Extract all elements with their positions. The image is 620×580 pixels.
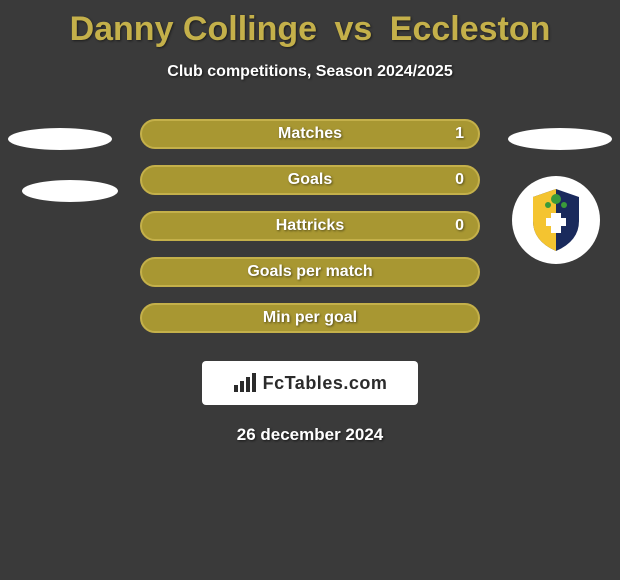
stat-value-right: 0 [455,171,464,189]
logo-banner: FcTables.com [202,361,418,405]
stat-bar: Min per goal [140,303,480,333]
stat-row: Goals 0 [0,157,620,203]
comparison-title: Danny Collinge vs Eccleston [0,0,620,49]
stat-label: Matches [278,125,342,143]
logo-text: FcTables.com [263,373,388,394]
stat-label: Goals per match [247,263,372,281]
date-label: 26 december 2024 [0,425,620,445]
stat-label: Hattricks [276,217,344,235]
subtitle: Club competitions, Season 2024/2025 [0,63,620,81]
vs-text: vs [335,10,373,48]
player2-name: Eccleston [390,10,551,48]
stat-bar: Matches 1 [140,119,480,149]
stat-row: Goals per match [0,249,620,295]
stat-value-right: 0 [455,217,464,235]
player1-name: Danny Collinge [70,10,317,48]
stat-value-right: 1 [455,125,464,143]
stat-bar: Goals 0 [140,165,480,195]
stat-row: Matches 1 [0,111,620,157]
stat-bar: Goals per match [140,257,480,287]
stats-container: Matches 1 Goals 0 Hattricks 0 Goals per match M… [0,111,620,341]
stat-label: Min per goal [263,309,357,327]
stat-bar: Hattricks 0 [140,211,480,241]
stat-label: Goals [288,171,332,189]
bars-icon [233,373,257,393]
stat-row: Hattricks 0 [0,203,620,249]
stat-row: Min per goal [0,295,620,341]
